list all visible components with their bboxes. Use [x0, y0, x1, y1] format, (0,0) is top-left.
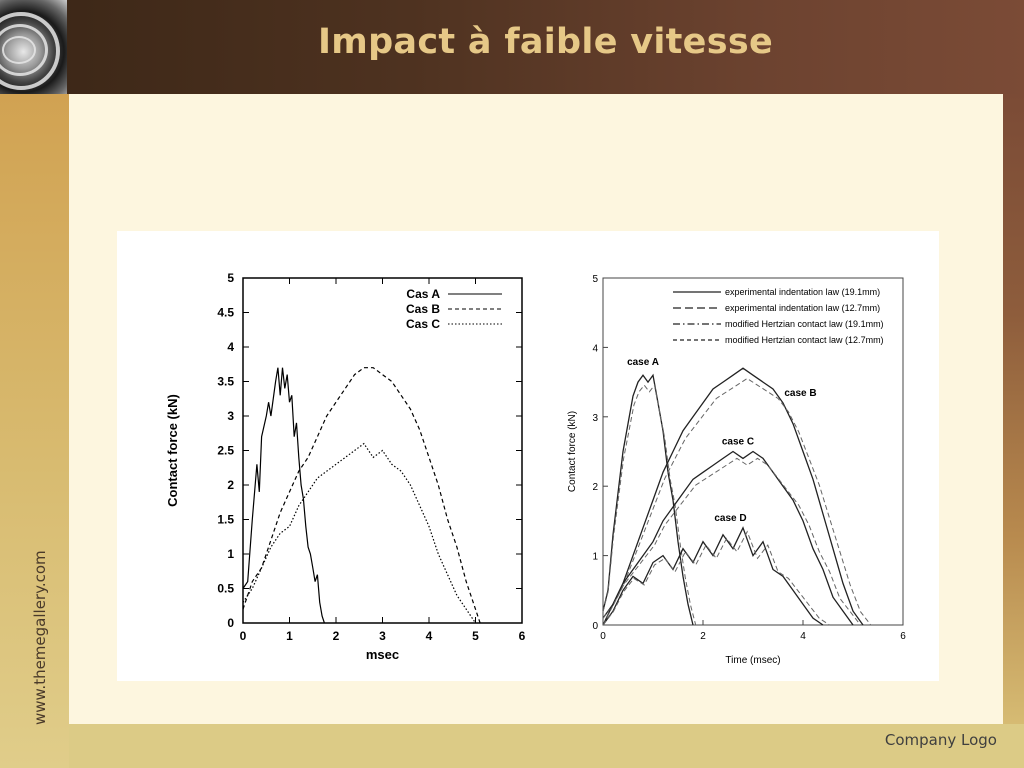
y-axis-label: Contact force (kN) — [567, 411, 578, 492]
legend-label: modified Hertzian contact law (12.7mm) — [725, 335, 884, 345]
x-tick-label: 3 — [379, 629, 386, 643]
right-side-band — [1003, 94, 1024, 724]
x-tick-label: 2 — [700, 631, 706, 642]
case-annotation: case C — [722, 437, 754, 448]
legend-label: experimental indentation law (12.7mm) — [725, 303, 880, 313]
y-tick-label: 2 — [592, 482, 598, 493]
legend-label: Cas A — [406, 287, 440, 301]
series-line — [242, 367, 481, 624]
series-line — [242, 442, 476, 624]
y-tick-label: 0.5 — [217, 582, 234, 596]
charts-svg: 0 1 2 3 4 5 6 0 0.5 1 1.5 2 2.5 3 3.5 4 4.5 5 msec Contact … — [165, 271, 906, 666]
series-line-dashed — [602, 377, 872, 626]
chart-left-cas: 0 1 2 3 4 5 6 0 0.5 1 1.5 2 2.5 3 3.5 4 4.5 5 msec Contact … — [165, 271, 526, 662]
x-axis-label: Time (msec) — [725, 655, 780, 666]
company-logo-text: Company Logo — [884, 731, 997, 749]
decorative-photo-thumbnail — [0, 0, 67, 94]
y-tick-label: 2 — [227, 478, 234, 492]
series-line-dashed — [602, 530, 830, 626]
y-tick-label: 3 — [227, 409, 234, 423]
x-tick-label: 6 — [519, 629, 526, 643]
y-tick-label: 5 — [227, 271, 234, 285]
y-tick-label: 2.5 — [217, 444, 234, 458]
series-line-dashed — [602, 457, 861, 626]
website-url: www.themegallery.com — [31, 550, 49, 725]
series-line-solid — [602, 367, 864, 626]
series-line-solid — [602, 526, 824, 626]
slide-title: Impact à faible vitesse — [317, 22, 774, 62]
legend-label: modified Hertzian contact law (19.1mm) — [725, 319, 884, 329]
y-tick-label: 5 — [592, 274, 598, 285]
series-line-solid — [602, 373, 694, 626]
slide-header: Impact à faible vitesse — [0, 0, 1024, 94]
x-tick-label: 1 — [286, 629, 293, 643]
x-tick-label: 4 — [426, 629, 433, 643]
y-tick-label: 0 — [227, 616, 234, 630]
left-side-band — [0, 94, 69, 768]
bottom-band — [69, 724, 1024, 768]
y-tick-label: 1 — [227, 547, 234, 561]
legend-label: Cas B — [406, 302, 440, 316]
x-axis-label: msec — [366, 647, 399, 662]
plot-frame — [602, 277, 904, 626]
x-tick-label: 0 — [240, 629, 247, 643]
x-tick-label: 5 — [472, 629, 479, 643]
y-tick-label: 4 — [227, 340, 234, 354]
figure-panel: 0 1 2 3 4 5 6 0 0.5 1 1.5 2 2.5 3 3.5 4 4.5 5 msec Contact … — [117, 231, 939, 681]
y-tick-label: 1.5 — [217, 513, 234, 527]
chart-right-cases: 0 2 4 6 0 1 2 3 4 5 Time (msec) Contact force (kN) e… — [567, 274, 906, 666]
y-tick-label: 1 — [592, 552, 598, 563]
case-annotation: case A — [627, 357, 659, 368]
y-tick-label: 4.5 — [217, 306, 234, 320]
x-tick-label: 0 — [600, 631, 606, 642]
series-line — [242, 367, 325, 624]
y-tick-label: 3.5 — [217, 375, 234, 389]
y-axis-label: Contact force (kN) — [165, 394, 180, 507]
case-annotation: case D — [714, 513, 746, 524]
y-tick-label: 3 — [592, 413, 598, 424]
y-tick-label: 4 — [592, 343, 598, 354]
case-annotation: case B — [784, 388, 816, 399]
y-tick-label: 0 — [592, 621, 598, 632]
legend-label: Cas C — [406, 317, 440, 331]
series-line-solid — [602, 450, 854, 626]
x-tick-label: 2 — [333, 629, 340, 643]
series-line-dashed — [602, 384, 697, 626]
legend-label: experimental indentation law (19.1mm) — [725, 287, 880, 297]
x-tick-label: 4 — [800, 631, 806, 642]
x-tick-label: 6 — [900, 631, 906, 642]
